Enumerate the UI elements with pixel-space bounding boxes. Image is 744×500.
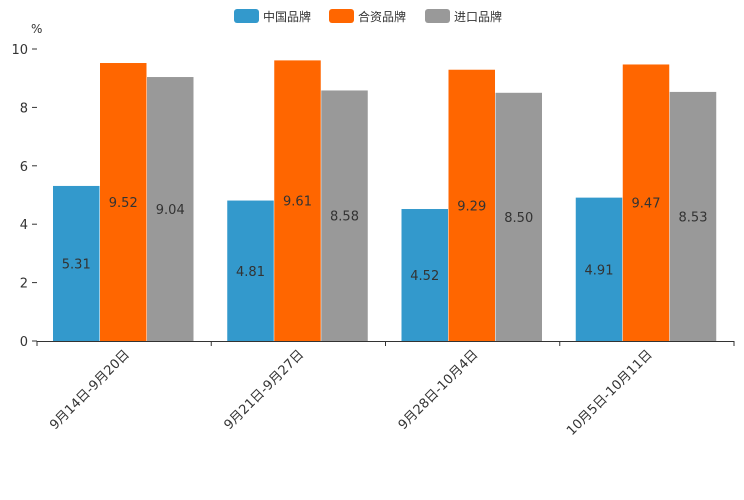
y-tick-label: 4 (20, 218, 28, 233)
data-label: 8.53 (679, 210, 708, 225)
data-label: 5.31 (62, 257, 91, 272)
legend-item[interactable]: 合资品牌 (329, 9, 406, 24)
data-label: 8.58 (330, 210, 359, 225)
data-label: 9.04 (156, 203, 185, 218)
legend-label: 合资品牌 (358, 9, 406, 24)
bar[interactable] (448, 69, 496, 342)
bar[interactable] (669, 91, 717, 341)
y-axis: 0 2 4 6 8 10 (11, 43, 37, 350)
y-tick-label: 2 (20, 277, 28, 292)
data-label: 4.81 (236, 265, 265, 280)
data-label: 9.47 (632, 197, 661, 212)
data-label: 9.61 (283, 195, 312, 210)
bars: 5.31 9.52 9.04 4.81 9.61 8.58 4.52 9.29 8.50 4.91… (53, 60, 717, 342)
legend-swatch (425, 9, 450, 23)
x-axis: 9月14日-9月20日 9月21日-9月27日 9月28日-10月4日 10月5日-1… (36, 341, 735, 439)
bar[interactable] (274, 60, 321, 341)
bar[interactable] (401, 209, 449, 341)
data-label: 9.52 (109, 196, 138, 211)
bar[interactable] (622, 64, 670, 341)
y-tick-label: 10 (11, 43, 28, 58)
bar[interactable] (495, 92, 543, 341)
data-label: 8.50 (504, 211, 533, 226)
y-tick-label: 6 (20, 160, 28, 175)
legend-label: 进口品牌 (454, 10, 502, 24)
x-tick-label: 9月28日-10月4日 (396, 347, 482, 433)
legend-swatch (329, 9, 354, 23)
bar[interactable] (575, 197, 623, 341)
data-label: 4.91 (585, 263, 614, 278)
bar[interactable] (53, 185, 100, 341)
legend-item[interactable]: 中国品牌 (234, 9, 311, 24)
x-tick-label: 10月5日-10月11日 (564, 347, 656, 439)
legend: 中国品牌 合资品牌 进口品牌 (234, 9, 502, 24)
x-tick-label: 9月21日-9月27日 (221, 347, 307, 433)
y-tick-label: 8 (20, 101, 28, 116)
bar[interactable] (227, 200, 274, 341)
bar[interactable] (147, 77, 194, 342)
bar[interactable] (100, 63, 147, 342)
y-tick-label: 0 (20, 335, 28, 350)
x-tick-label: 9月14日-9月20日 (47, 347, 133, 433)
legend-label: 中国品牌 (263, 9, 311, 24)
bar[interactable] (321, 90, 368, 342)
y-axis-unit-label: % (31, 22, 42, 36)
legend-swatch (234, 9, 259, 23)
data-label: 9.29 (457, 199, 486, 214)
legend-item[interactable]: 进口品牌 (425, 9, 502, 24)
data-label: 4.52 (410, 269, 439, 284)
